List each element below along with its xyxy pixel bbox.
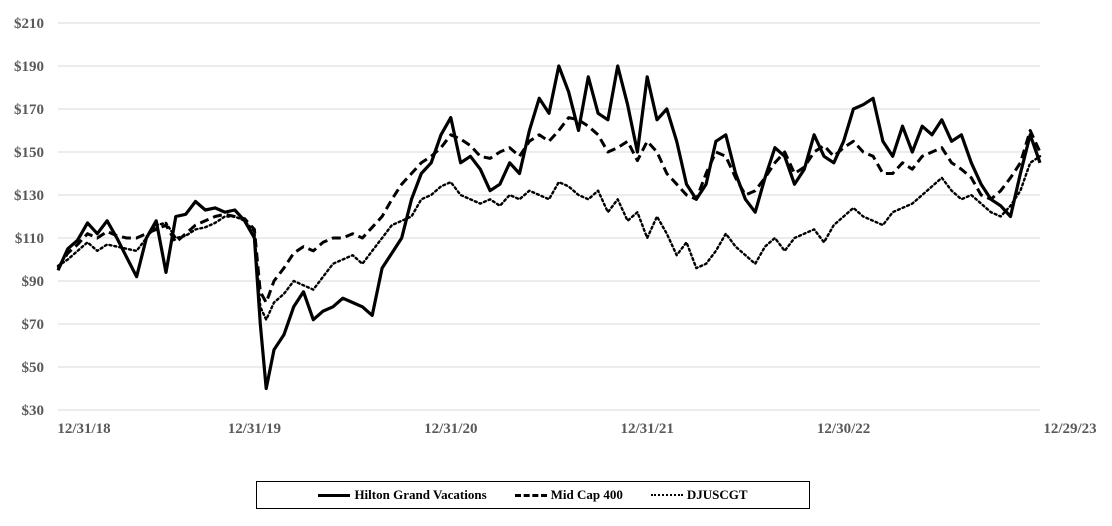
- x-tick-label: 12/31/21: [621, 421, 674, 437]
- line-chart: $210 $190 $170 $150 $130 $110 $90 $70 $50 $30 12/…: [14, 16, 1097, 437]
- y-tick-label: $190: [14, 59, 44, 75]
- y-tick-label: $30: [22, 403, 45, 419]
- x-tick-label: 12/31/19: [228, 421, 281, 437]
- y-tick-label: $170: [14, 102, 44, 118]
- y-tick-label: $110: [15, 231, 44, 247]
- solid-line-swatch-icon: [318, 493, 351, 497]
- dotted-line-swatch-icon: [650, 494, 683, 496]
- dashed-line-swatch-icon: [514, 493, 547, 497]
- x-axis-ticks: 12/31/18 12/31/19 12/31/20 12/31/21 12/30/22…: [57, 421, 1096, 437]
- chart-legend: Hilton Grand Vacations Mid Cap 400 DJUSC…: [256, 481, 810, 509]
- series-line-dashed: [56, 116, 1042, 304]
- y-tick-label: $150: [14, 145, 44, 161]
- y-tick-label: $130: [14, 188, 44, 204]
- legend-label: DJUSCGT: [686, 487, 748, 502]
- series-line-solid: [56, 64, 1042, 391]
- y-tick-label: $50: [22, 360, 45, 376]
- y-axis-ticks: $210 $190 $170 $150 $130 $110 $90 $70 $50 $30: [14, 16, 44, 419]
- y-tick-label: $70: [22, 317, 45, 333]
- x-tick-label: 12/31/20: [424, 421, 477, 437]
- legend-item-midcap: Mid Cap 400: [514, 487, 623, 503]
- legend-item-hilton: Hilton Grand Vacations: [318, 487, 487, 503]
- legend-item-djuscgt: DJUSCGT: [650, 487, 748, 503]
- series-line-dotted: [56, 155, 1042, 321]
- series-lines: [56, 64, 1042, 391]
- x-tick-label: 12/29/23: [1043, 421, 1096, 437]
- legend-label: Hilton Grand Vacations: [354, 487, 487, 502]
- x-tick-label: 12/31/18: [57, 421, 110, 437]
- gridlines: [58, 22, 1040, 411]
- legend-label: Mid Cap 400: [550, 487, 623, 502]
- x-tick-label: 12/30/22: [817, 421, 870, 437]
- y-tick-label: $210: [14, 16, 44, 32]
- y-tick-label: $90: [22, 274, 45, 290]
